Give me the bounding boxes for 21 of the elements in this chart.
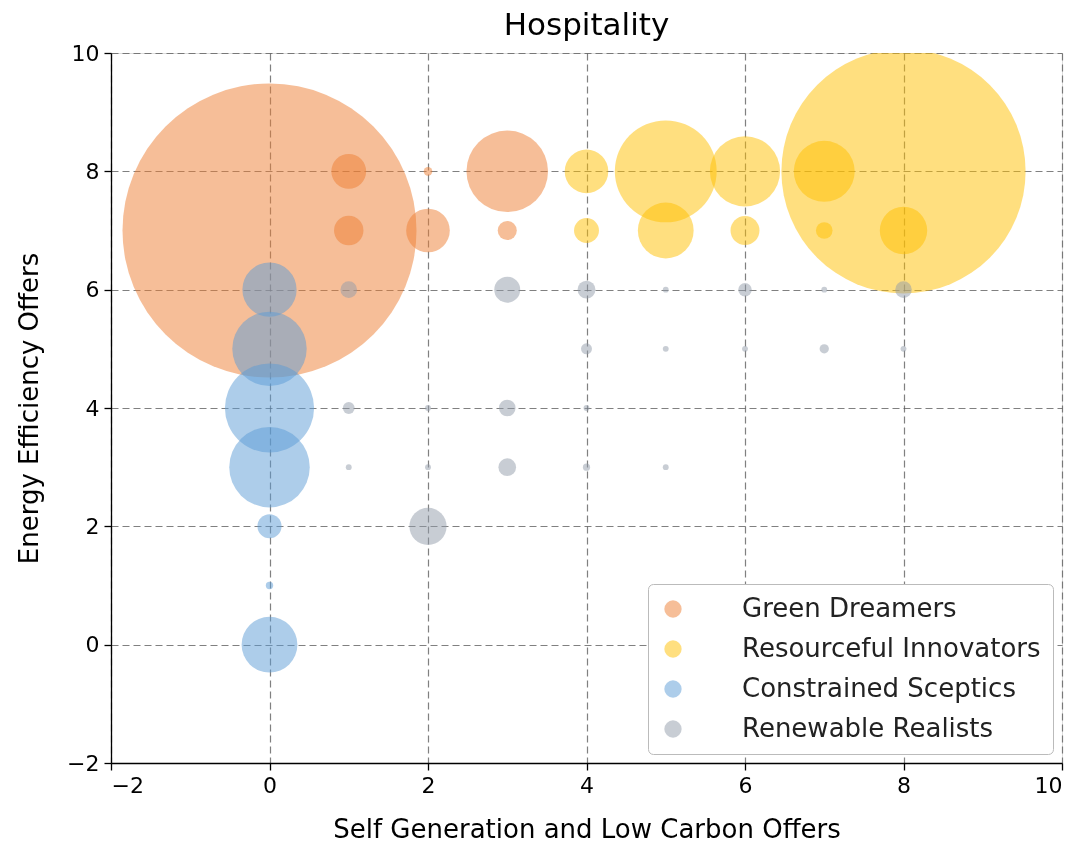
- x-tick-label: −2: [111, 772, 144, 798]
- y-tick-label: −2: [67, 750, 100, 776]
- x-tick-label: 10: [1034, 772, 1063, 798]
- legend-label: Resourceful Innovators: [742, 633, 1041, 663]
- chart-title: Hospitality: [503, 6, 670, 42]
- x-tick-label: 4: [580, 772, 594, 798]
- y-tick-label: 8: [85, 158, 100, 184]
- y-axis-title: Energy Efficiency Offers: [14, 252, 45, 565]
- y-tick-label: 10: [71, 40, 100, 66]
- x-tick-label: 2: [421, 772, 436, 798]
- x-tick-label: 8: [897, 772, 911, 798]
- legend-label: Renewable Realists: [742, 713, 994, 743]
- x-tick-label: 6: [738, 772, 753, 798]
- legend-label: Constrained Sceptics: [742, 673, 1016, 703]
- x-axis-title: Self Generation and Low Carbon Offers: [333, 813, 841, 844]
- y-tick-label: 6: [85, 277, 100, 303]
- y-tick-label: 4: [85, 395, 100, 421]
- y-tick-label: 2: [85, 513, 100, 539]
- y-tick-label: 0: [85, 632, 100, 658]
- x-tick-label: 0: [263, 772, 277, 798]
- legend-label: Green Dreamers: [742, 593, 957, 623]
